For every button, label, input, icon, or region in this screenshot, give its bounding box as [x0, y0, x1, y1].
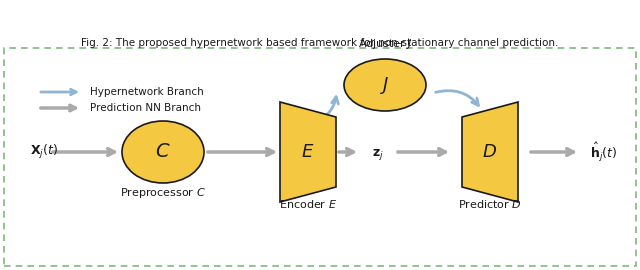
Text: $D$: $D$	[483, 143, 497, 161]
Text: Encoder $E$: Encoder $E$	[279, 198, 337, 210]
Text: $E$: $E$	[301, 143, 315, 161]
Ellipse shape	[344, 59, 426, 111]
Text: $C$: $C$	[156, 143, 171, 161]
Text: Hypernetwork Branch: Hypernetwork Branch	[90, 87, 204, 97]
Text: Prediction NN Branch: Prediction NN Branch	[90, 103, 201, 113]
Text: Adjuster $J$: Adjuster $J$	[358, 37, 412, 51]
Text: $J$: $J$	[380, 75, 390, 96]
Text: $\hat{\mathbf{h}}_j(t)$: $\hat{\mathbf{h}}_j(t)$	[590, 140, 618, 164]
Text: Predictor $D$: Predictor $D$	[458, 198, 522, 210]
Polygon shape	[280, 102, 336, 202]
Text: $\mathbf{z}_j$: $\mathbf{z}_j$	[372, 147, 384, 162]
Text: Preprocessor $C$: Preprocessor $C$	[120, 186, 206, 200]
Polygon shape	[462, 102, 518, 202]
Ellipse shape	[122, 121, 204, 183]
Text: Fig. 2: The proposed hypernetwork based framework for non-stationary channel pre: Fig. 2: The proposed hypernetwork based …	[81, 38, 559, 48]
Text: $\mathbf{X}_j(t)$: $\mathbf{X}_j(t)$	[30, 143, 58, 161]
